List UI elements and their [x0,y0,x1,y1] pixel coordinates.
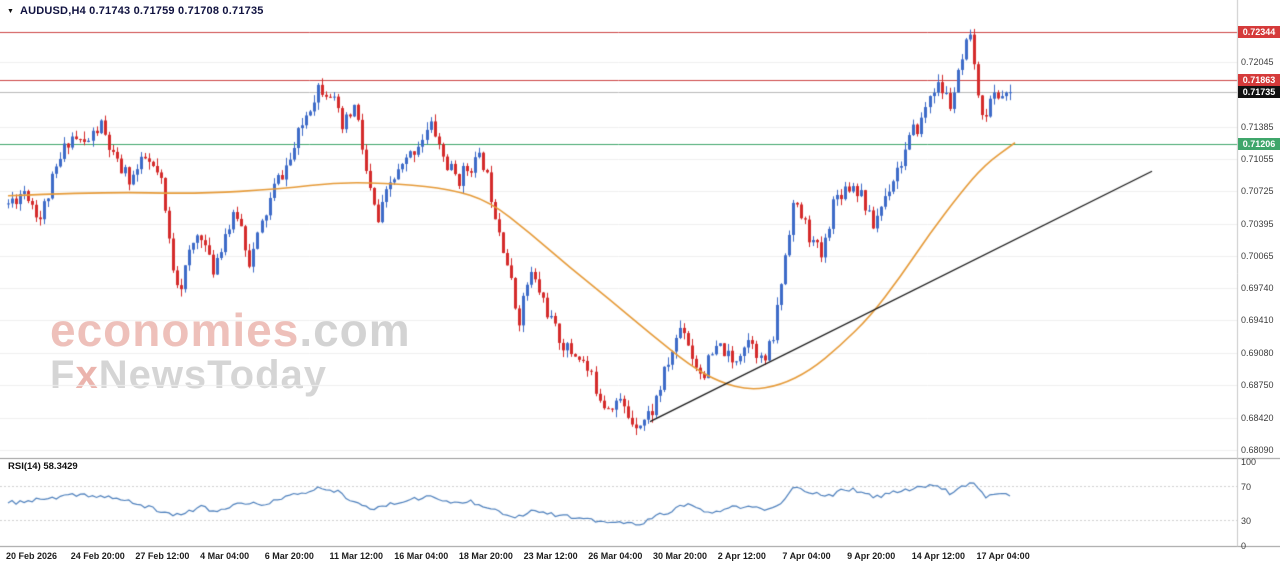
rsi-indicator-label: RSI(14) 58.3429 [8,461,78,472]
chart-title-bar: ▼ AUDUSD,H4 0.71743 0.71759 0.71708 0.71… [7,5,264,17]
symbol-ohlc-title: AUDUSD,H4 0.71743 0.71759 0.71708 0.7173… [19,5,264,17]
symbol-dropdown-icon[interactable]: ▼ [7,7,14,15]
